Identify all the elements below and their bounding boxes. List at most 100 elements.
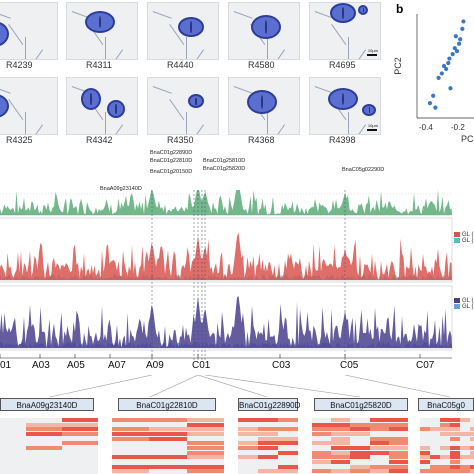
haplotype-cell [350, 469, 389, 474]
haplotype-cell [420, 446, 430, 451]
haplotype-cell [350, 455, 370, 460]
vein-line [105, 112, 106, 134]
haplotype-heatmap [0, 418, 98, 474]
pca-point [458, 37, 463, 42]
haplotype-cell [369, 436, 408, 441]
legend-track2: GL ( GL ( [454, 232, 473, 244]
chromosome-label: A09 [146, 360, 164, 371]
stomata-cell [330, 3, 356, 23]
haplotype-cell [112, 469, 150, 474]
gene-box-title: BnaC01g25820D [314, 398, 408, 411]
pca-xtick-label: -0.4 [419, 123, 433, 132]
sample-label: R4398 [329, 135, 356, 145]
haplotype-cell [26, 432, 62, 437]
haplotype-cell [331, 418, 351, 423]
haplotype-cell [460, 469, 474, 474]
pca-point [441, 63, 447, 69]
stomata-cell [81, 88, 101, 110]
micrograph-tile [228, 77, 300, 135]
haplotype-cell [450, 436, 460, 441]
haplotype-cell [331, 432, 370, 437]
haplotype-cell [470, 446, 474, 451]
haplotype-heatmap [112, 418, 224, 474]
haplotype-cell [186, 469, 224, 474]
haplotype-cell [460, 418, 470, 423]
haplotype-cell [388, 469, 408, 474]
gene-box-title: BnaC05g0 [418, 398, 474, 411]
haplotype-cell [369, 427, 389, 432]
vein-line [186, 37, 187, 59]
scale-bar-label: 10μm [367, 48, 378, 53]
legend-track3-item2: GL ( [462, 304, 474, 311]
haplotype-cell [238, 446, 258, 451]
vein-line [233, 86, 253, 94]
pca-xtick-label: -0.2 [451, 123, 465, 132]
sample-label: R4440 [167, 60, 194, 70]
haplotype-cell [258, 469, 298, 474]
chromosome-label: 01 [0, 360, 12, 371]
stomata-cell [362, 104, 376, 116]
haplotype-cell [331, 446, 370, 451]
vein-line [25, 37, 26, 59]
stomata-cell [178, 17, 204, 37]
haplotype-cell [238, 432, 278, 437]
pca-scatter: PC2 -0.4 -0.2 PC [393, 14, 474, 142]
stomata-cell [328, 88, 358, 110]
micrograph-tile [0, 2, 58, 60]
pca-point [454, 49, 460, 54]
haplotype-cell [470, 432, 474, 437]
haplotype-cell [331, 460, 351, 465]
micrograph-tile: 10μm [309, 2, 381, 60]
haplotype-cell [350, 450, 370, 455]
haplotype-cell [450, 422, 460, 427]
haplotype-cell [430, 427, 450, 432]
panel-b-letter: b [396, 2, 404, 16]
haplotype-heatmap [238, 418, 298, 474]
stomata-cell [107, 100, 125, 118]
stomata-cell [188, 94, 204, 108]
micrograph-tile [147, 77, 219, 135]
haplotype-cell [450, 432, 460, 437]
sample-label: R4311 [86, 60, 112, 70]
haplotype-cell [420, 469, 440, 474]
haplotype-cell [312, 469, 332, 474]
haplotype-cell [331, 427, 351, 432]
scale-bar [367, 54, 377, 56]
haplotype-cell [149, 436, 187, 441]
haplotype-cell [350, 422, 370, 427]
haplotype-cell [112, 418, 187, 423]
chromosome-label: C01 [192, 360, 211, 371]
haplotype-cell [470, 464, 474, 469]
haplotype-cell [186, 422, 224, 427]
vein-line [0, 11, 11, 19]
haplotype-cell [350, 464, 370, 469]
pca-point [444, 66, 449, 72]
pca-point [457, 41, 462, 46]
haplotype-cell [450, 464, 460, 469]
haplotype-cell [186, 418, 224, 423]
pca-point [452, 46, 457, 51]
haplotype-cell [186, 446, 224, 451]
micrograph-tile [228, 2, 300, 60]
haplotype-cell [450, 446, 460, 451]
pca-point [460, 26, 465, 31]
vein-line [267, 112, 268, 134]
haplotype-cell [312, 427, 332, 432]
haplotype-cell [258, 446, 278, 451]
haplotype-cell [470, 469, 474, 474]
manhattan-plot [0, 190, 453, 360]
micrograph-tile [0, 77, 58, 135]
gene-label-top: BnaA09g23140D [100, 186, 142, 192]
haplotype-cell [369, 418, 408, 423]
sample-label: R4342 [86, 135, 113, 145]
micrograph-tile [147, 2, 219, 60]
haplotype-cell [470, 436, 474, 441]
scale-bar-label: 10μm [367, 123, 378, 128]
vein-line [233, 11, 253, 19]
haplotype-cell [460, 464, 474, 469]
chromosome-label: A07 [108, 360, 126, 371]
haplotype-cell [440, 469, 460, 474]
haplotype-cell [388, 455, 408, 460]
haplotype-cell [278, 464, 298, 469]
vein-line [152, 86, 172, 94]
